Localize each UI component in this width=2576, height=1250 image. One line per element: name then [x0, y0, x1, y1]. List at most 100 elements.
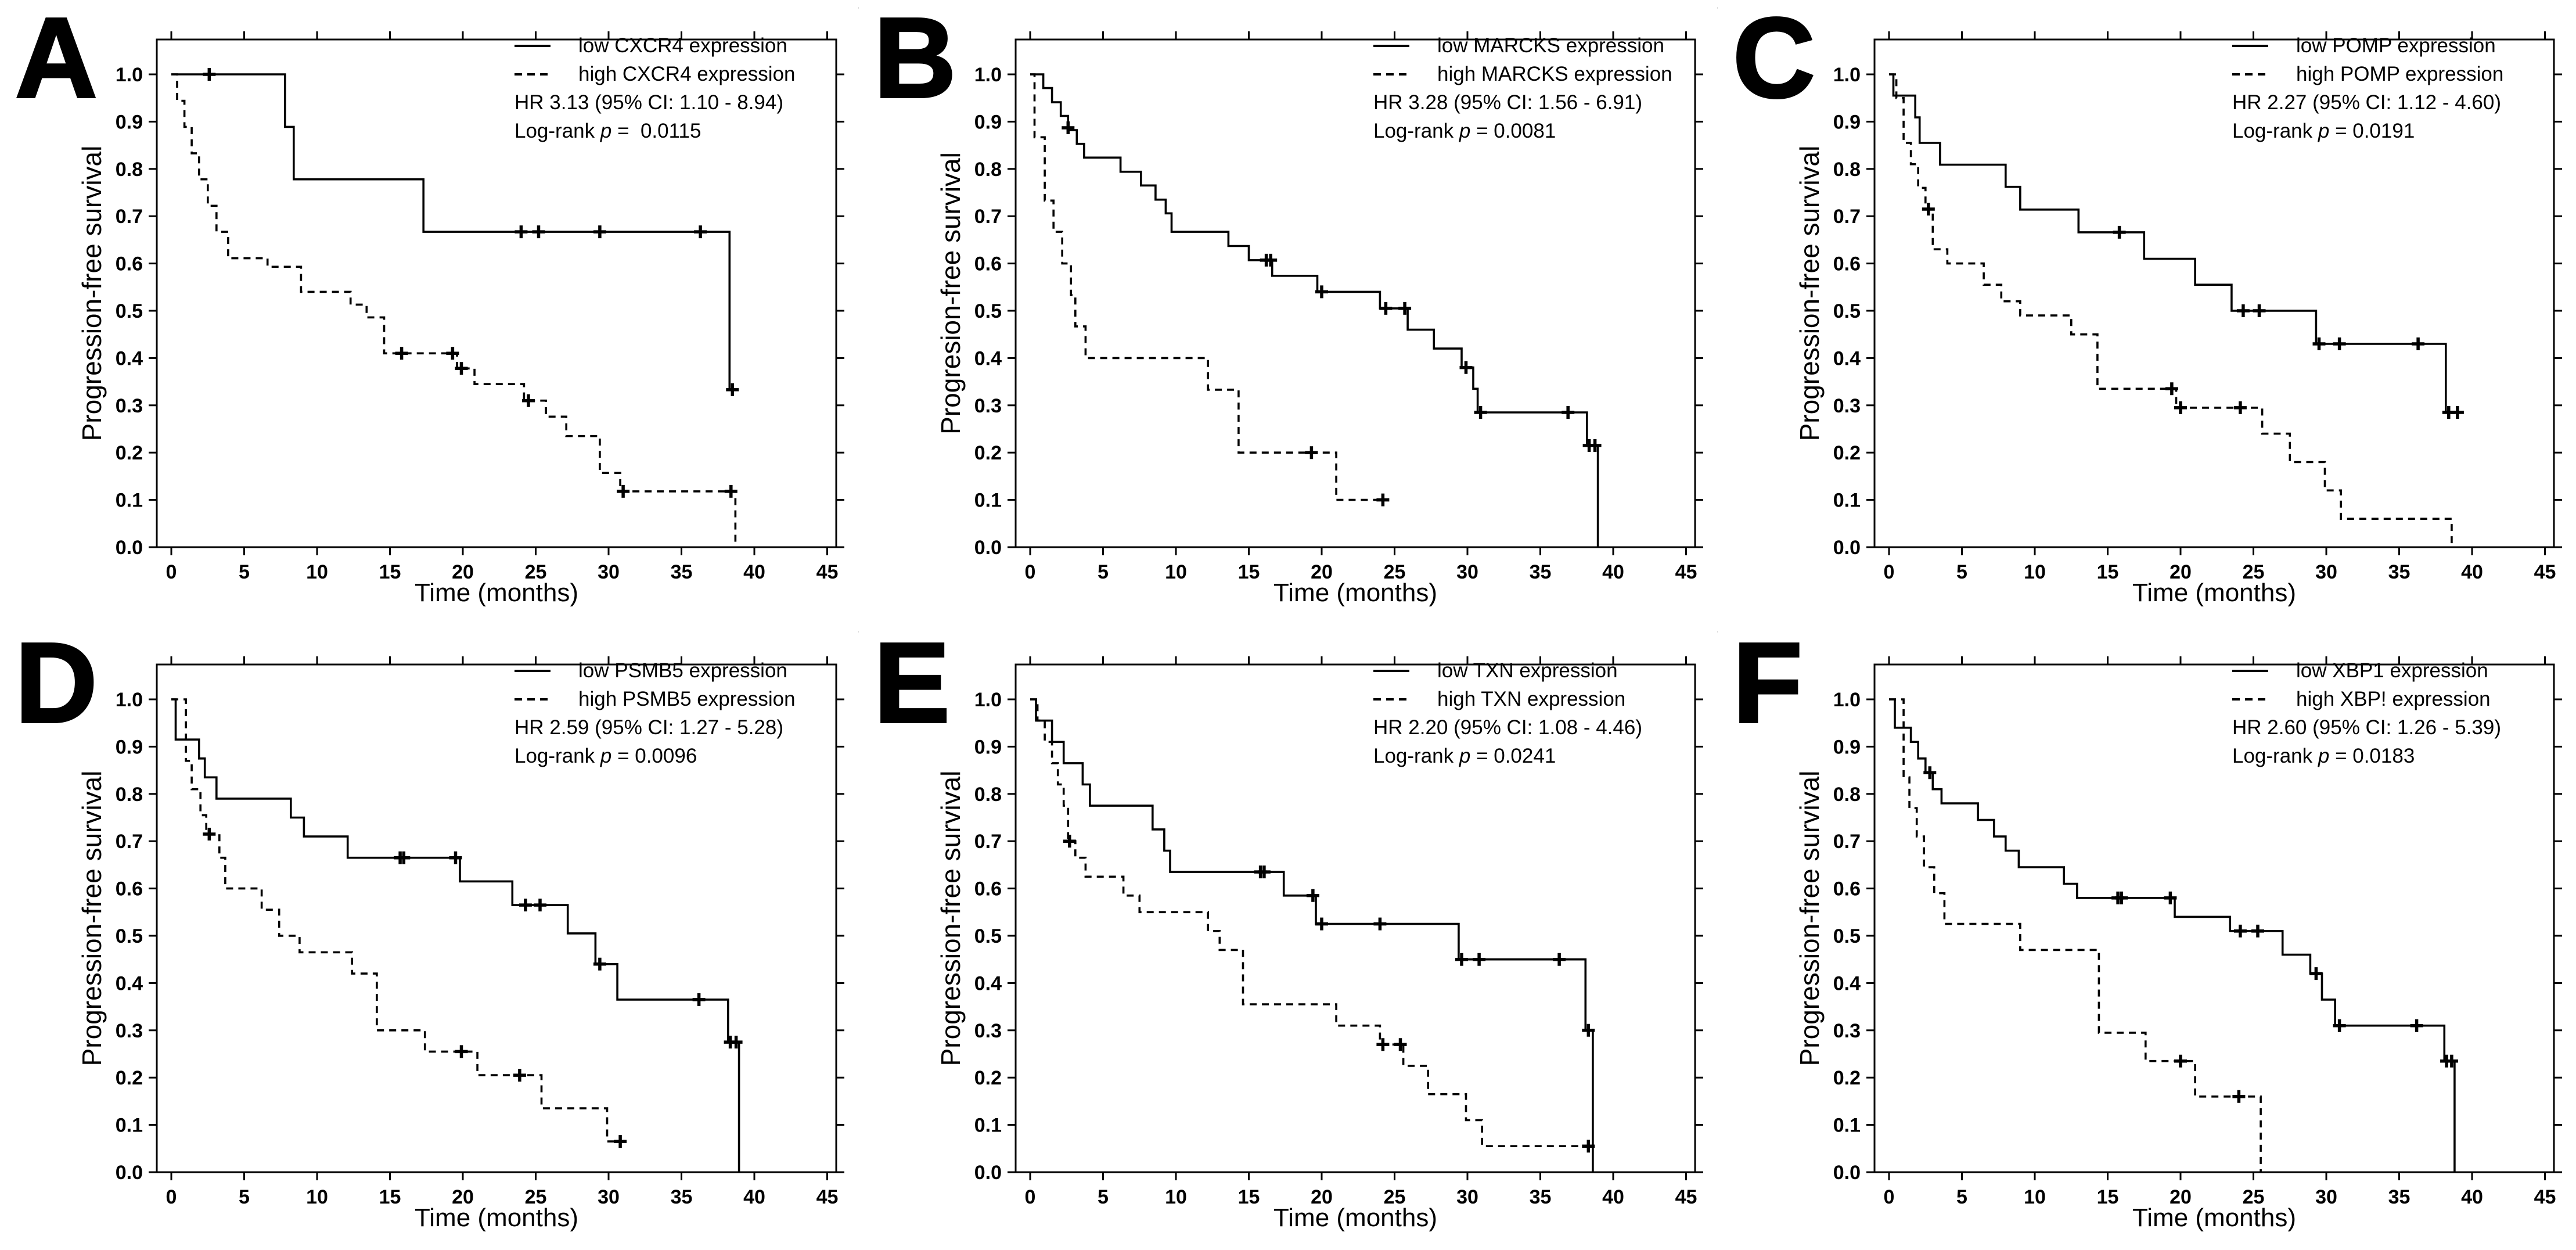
x-tick-label: 45: [2534, 1186, 2556, 1208]
x-tick-label: 0: [1884, 561, 1895, 583]
km-curve-solid: [1030, 698, 1594, 1172]
plot-box: [1873, 38, 2555, 548]
legend-low-label: low PSMB5 expression: [578, 659, 787, 682]
panel-e: 0 5 10 15 20 25 30 35 40 45 0.0 0.1 0.2 0.3 0.4 0.5 0.6 0…: [859, 619, 1717, 1250]
censor-mark: [614, 1135, 627, 1148]
legend-low-row: low TXN expression: [1373, 656, 1642, 685]
km-plot-cxcr4: 0 5 10 15 20 25 30 35 40 45 0.0 0.1 0.2 0.3 0.4 0.5 0.6 0…: [116, 31, 844, 583]
y-tick-label: 1.0: [116, 64, 143, 86]
panel-letter: A: [14, 0, 99, 121]
y-tick-label: 0.7: [116, 206, 143, 228]
y-tick-label: 0.9: [116, 736, 143, 758]
x-axis-title: Time (months): [415, 1204, 578, 1232]
x-tick-label: 40: [2461, 561, 2483, 583]
x-tick-label: 5: [1956, 1186, 1967, 1208]
censor-mark: [1922, 203, 1935, 215]
censor-mark: [593, 957, 606, 971]
x-tick-label: 15: [379, 1186, 401, 1208]
censor-mark: [2232, 1090, 2246, 1103]
y-tick-label: 0.4: [116, 347, 143, 369]
y-tick-label: 0.3: [974, 1020, 1002, 1042]
dashed-line-sample-icon: [2232, 698, 2268, 701]
legend-high-row: high CXCR4 expression: [515, 60, 796, 88]
panel-b: 0 5 10 15 20 25 30 35 40 45 0.0 0.1 0.2 0.3 0.4 0.5 0.6 0…: [859, 0, 1717, 625]
censor-mark: [694, 225, 707, 239]
x-tick-label: 15: [2097, 1186, 2119, 1208]
x-tick-label: 45: [816, 1186, 839, 1208]
y-tick-label: 0.4: [1833, 347, 1861, 369]
censor-mark: [2412, 337, 2425, 350]
logrank-text: Log-rank p = 0.0183: [2232, 745, 2415, 767]
censor-mark: [203, 68, 216, 81]
dashed-line-sample-icon: [515, 73, 551, 76]
y-tick-label: 0.5: [1833, 300, 1861, 322]
y-tick-label: 1.0: [974, 64, 1002, 86]
km-curve-solid: [1889, 73, 2459, 414]
y-tick-label: 0.0: [116, 1162, 143, 1184]
legend-low-label: low XBP1 expression: [2296, 659, 2488, 682]
y-tick-label: 1.0: [974, 689, 1002, 711]
legend-high-label: high CXCR4 expression: [578, 63, 796, 85]
legend-high-label: high XBP! expression: [2296, 688, 2491, 710]
x-tick-label: 30: [598, 561, 620, 583]
x-axis-title: Time (months): [1273, 579, 1437, 607]
hazard-ratio-text: HR 2.20 (95% CI: 1.08 - 4.46): [1373, 716, 1642, 739]
y-tick-label: 0.1: [1833, 490, 1861, 512]
y-axis-title: Progression-free survival: [77, 145, 107, 441]
panel-letter: E: [873, 619, 951, 746]
x-axis-title: Time (months): [415, 579, 578, 607]
x-tick-label: 0: [166, 1186, 177, 1208]
censor-mark: [1923, 766, 1937, 780]
x-tick-label: 5: [239, 561, 250, 583]
y-tick-label: 0.6: [974, 878, 1002, 900]
x-tick-label: 30: [2315, 1186, 2337, 1208]
x-tick-label: 20: [452, 561, 474, 583]
x-tick-label: 35: [1530, 561, 1552, 583]
y-tick-label: 0.2: [974, 442, 1002, 464]
y-tick-label: 0.5: [1833, 925, 1861, 947]
km-plot-pomp: 0 5 10 15 20 25 30 35 40 45 0.0 0.1 0.2 0.3 0.4 0.5 0.6 0…: [1833, 31, 2562, 583]
y-tick-label: 0.8: [974, 784, 1002, 806]
censor-mark: [2233, 924, 2247, 937]
y-tick-label: 0.3: [974, 395, 1002, 417]
y-tick-label: 0.6: [116, 878, 143, 900]
censor-mark: [2451, 406, 2464, 419]
logrank-text: Log-rank p = 0.0096: [515, 745, 697, 767]
panel-letter: D: [14, 619, 99, 746]
censor-mark: [532, 225, 545, 239]
censor-mark: [455, 362, 468, 375]
km-curve-dashed: [1889, 698, 2262, 1172]
x-tick-label: 40: [1602, 1186, 1624, 1208]
x-tick-label: 40: [1602, 561, 1624, 583]
legend-low-label: low MARCKS expression: [1437, 34, 1664, 57]
km-plot-psmb5: 0 5 10 15 20 25 30 35 40 45 0.0 0.1 0.2 0.3 0.4 0.5 0.6 0…: [116, 656, 844, 1208]
panel-f: 0 5 10 15 20 25 30 35 40 45 0.0 0.1 0.2 0.3 0.4 0.5 0.6 0…: [1718, 620, 2576, 1250]
legend: low CXCR4 expression high CXCR4 expressi…: [515, 31, 796, 145]
x-tick-label: 5: [239, 1186, 250, 1208]
km-curve-dashed: [1889, 73, 2453, 547]
y-tick-label: 0.0: [974, 537, 1002, 559]
plot-box: [1014, 38, 1696, 548]
y-tick-label: 0.1: [116, 1115, 143, 1137]
y-tick-label: 0.3: [1833, 1020, 1861, 1042]
censor-mark: [1315, 285, 1328, 299]
x-tick-label: 35: [2388, 561, 2410, 583]
x-tick-label: 30: [1456, 561, 1478, 583]
censor-mark: [2309, 967, 2323, 980]
censor-mark: [1398, 301, 1412, 315]
km-curve-solid: [1889, 698, 2456, 1172]
censor-mark: [534, 899, 546, 912]
censor-mark: [2115, 891, 2128, 904]
solid-line-sample-icon: [2232, 669, 2268, 672]
legend-high-label: high POMP expression: [2296, 63, 2504, 85]
censor-mark: [522, 394, 535, 407]
censor-mark: [2333, 1019, 2346, 1032]
y-axis-title: Progresion-free survival: [936, 152, 966, 434]
legend-high-row: high PSMB5 expression: [515, 685, 796, 713]
y-tick-label: 0.3: [116, 395, 143, 417]
y-tick-label: 0.5: [116, 925, 143, 947]
x-tick-label: 0: [1025, 1186, 1036, 1208]
x-tick-label: 40: [743, 561, 765, 583]
y-tick-label: 0.9: [1833, 111, 1861, 133]
censor-mark: [593, 225, 606, 239]
